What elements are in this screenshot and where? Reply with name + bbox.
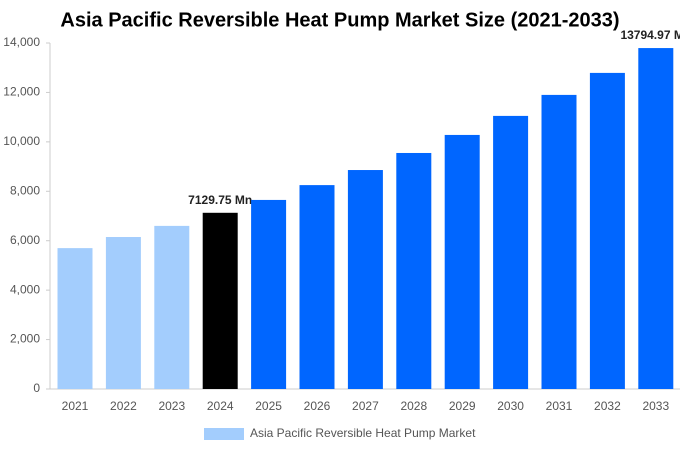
y-tick-label: 2,000 [10,332,40,346]
data-label: 13794.97 Mn [620,28,680,42]
y-tick-label: 4,000 [10,282,40,296]
bar [105,237,141,389]
bar [396,152,432,389]
x-tick-label: 2021 [62,399,89,413]
y-tick-label: 8,000 [10,183,40,197]
y-tick-label: 0 [33,381,40,395]
x-tick-label: 2026 [304,399,331,413]
bar [638,48,674,389]
x-tick-label: 2030 [497,399,524,413]
bar [299,185,335,389]
bar [347,170,383,389]
x-tick-label: 2024 [207,399,234,413]
x-tick-label: 2033 [642,399,669,413]
y-tick-label: 14,000 [3,35,40,49]
x-tick-label: 2028 [400,399,427,413]
bar [202,212,238,389]
chart-title: Asia Pacific Reversible Heat Pump Market… [60,9,619,31]
x-tick-label: 2029 [449,399,476,413]
x-tick-label: 2023 [158,399,185,413]
bar [589,72,625,389]
x-tick-label: 2027 [352,399,379,413]
x-tick-label: 2022 [110,399,137,413]
bar [251,199,287,389]
data-label: 7129.75 Mn [188,193,252,207]
bar [493,115,529,390]
bar [57,248,93,389]
y-tick-label: 10,000 [3,134,40,148]
y-tick-label: 6,000 [10,233,40,247]
bar [541,94,577,390]
legend-label: Asia Pacific Reversible Heat Pump Market [250,426,476,440]
x-tick-label: 2025 [255,399,282,413]
x-tick-label: 2031 [546,399,573,413]
x-tick-label: 2032 [594,399,621,413]
bar [154,225,190,389]
legend-swatch [204,428,244,440]
bar [444,134,480,389]
y-tick-label: 12,000 [3,85,40,99]
